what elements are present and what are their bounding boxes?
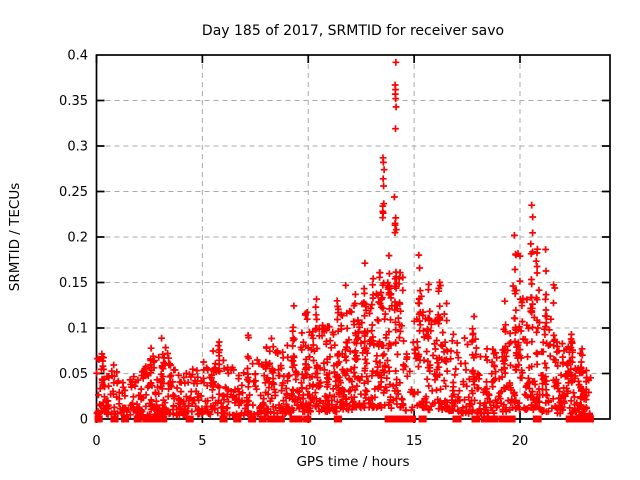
baseline-square-marker [333, 415, 342, 423]
x-axis-label: GPS time / hours [296, 454, 409, 470]
baseline-square-marker [395, 415, 405, 423]
baseline-square-marker [384, 415, 393, 423]
baseline-square-marker [289, 415, 298, 423]
baseline-square-marker [94, 415, 103, 423]
y-axis-label: SRMTID / TECUs [7, 183, 23, 291]
scatter-points [93, 58, 594, 419]
baseline-square-marker [258, 415, 267, 423]
baseline-square-marker [133, 415, 142, 423]
baseline-square-marker [565, 415, 582, 423]
baseline-markers [94, 415, 594, 423]
baseline-square-marker [233, 415, 242, 423]
baseline-square-marker [294, 415, 303, 423]
x-tick-label: 5 [198, 434, 206, 449]
baseline-square-marker [219, 415, 228, 423]
baseline-square-marker [121, 415, 130, 423]
baseline-square-marker [276, 415, 285, 423]
x-tick-labels: 0 5 10 15 20 [92, 434, 528, 449]
baseline-square-marker [576, 415, 594, 423]
y-tick-label: 0 [80, 413, 88, 428]
baseline-square-marker [418, 415, 427, 423]
chart-title: Day 185 of 2017, SRMTID for receiver sav… [202, 23, 504, 39]
baseline-square-marker [471, 415, 481, 423]
y-tick-label: 0.15 [59, 276, 88, 291]
x-tick-label: 10 [300, 434, 317, 449]
y-tick-label: 0.4 [67, 49, 88, 64]
y-tick-label: 0.2 [67, 231, 88, 246]
baseline-square-marker [407, 415, 417, 423]
plot-frame [95, 54, 611, 420]
x-tick-label: 15 [406, 434, 423, 449]
baseline-square-marker [110, 415, 119, 423]
baseline-square-marker [485, 415, 494, 423]
baseline-square-marker [532, 415, 542, 423]
y-tick-label: 0.35 [59, 94, 88, 109]
baseline-square-marker [142, 415, 155, 423]
baseline-square-marker [149, 415, 162, 423]
x-tick-label: 20 [512, 434, 529, 449]
baseline-square-marker [185, 415, 194, 423]
y-tick-label: 0.1 [67, 322, 88, 337]
baseline-square-marker [452, 415, 462, 423]
baseline-square-marker [490, 415, 499, 423]
baseline-square-marker [267, 415, 280, 423]
y-tick-label: 0.05 [59, 367, 88, 382]
y-tick-label: 0.3 [67, 140, 88, 155]
baseline-square-marker [303, 415, 312, 423]
baseline-square-marker [159, 415, 168, 423]
y-tick-labels: 0 0.05 0.1 0.15 0.2 0.25 0.3 0.35 0.4 [59, 49, 88, 428]
baseline-square-marker [481, 415, 490, 423]
x-tick-label: 0 [92, 434, 100, 449]
baseline-square-marker [248, 415, 257, 423]
baseline-square-marker [499, 415, 516, 423]
y-tick-label: 0.25 [59, 185, 88, 200]
